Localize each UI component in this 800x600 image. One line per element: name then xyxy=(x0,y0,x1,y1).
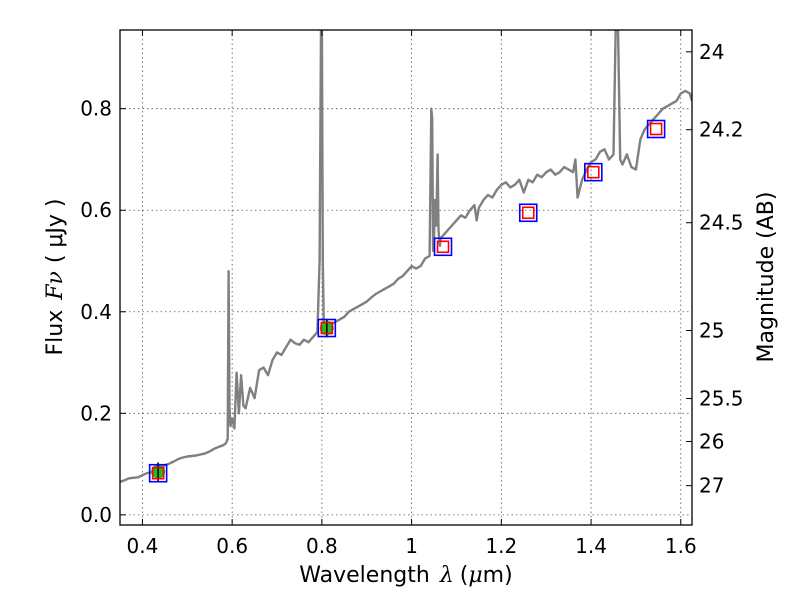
model-point xyxy=(436,240,450,254)
model-point xyxy=(521,206,535,220)
y2-axis-label: Magnitude (AB) xyxy=(754,192,779,363)
mag-tick-label: 24.2 xyxy=(699,118,744,142)
x-tick-label: 1.6 xyxy=(665,534,697,558)
axis-ticks: 0.4 0.6 0.8 1 1.2 1.4 1.6 0.0 0.2 0.4 0.6 0.8 24 24.2… xyxy=(80,30,744,558)
y-tick-label: 0.2 xyxy=(80,401,112,425)
model-point xyxy=(649,122,663,136)
plot-frame xyxy=(119,29,693,526)
mag-tick-label: 25.5 xyxy=(699,387,744,411)
model-point xyxy=(587,165,600,179)
synthetic-box xyxy=(148,463,168,483)
mag-tick-label: 27 xyxy=(699,474,724,498)
mag-tick-label: 24 xyxy=(699,40,724,64)
y-axis-label: FluxFν( μJy ) xyxy=(43,198,68,355)
synthetic-box xyxy=(646,119,666,139)
x-tick-label: 0.6 xyxy=(216,534,248,558)
synthetic-box xyxy=(584,162,603,182)
photometry-points xyxy=(148,119,666,483)
x-tick-label: 1.2 xyxy=(485,534,517,558)
x-tick-label: 1.4 xyxy=(575,534,607,558)
x-tick-label: 0.4 xyxy=(127,534,159,558)
x-tick-label: 1 xyxy=(405,534,418,558)
mag-tick-label: 24.5 xyxy=(699,211,744,235)
mag-tick-label: 26 xyxy=(699,429,724,453)
spectrum-line xyxy=(120,30,692,483)
y-tick-label: 0.6 xyxy=(80,198,112,222)
synthetic-box xyxy=(518,203,538,223)
spectrum-series xyxy=(120,30,692,483)
grid xyxy=(120,30,692,525)
x-tick-label: 0.8 xyxy=(306,534,338,558)
x-axis-label: Wavelength λ (μm) xyxy=(299,563,512,588)
y-tick-label: 0.0 xyxy=(80,503,112,527)
y-tick-label: 0.8 xyxy=(80,97,112,121)
model-point xyxy=(320,321,334,335)
y-tick-label: 0.4 xyxy=(80,300,112,324)
synthetic-box xyxy=(317,318,337,338)
model-point xyxy=(151,466,165,480)
mag-tick-label: 25 xyxy=(699,319,724,343)
synthetic-box xyxy=(433,237,453,257)
